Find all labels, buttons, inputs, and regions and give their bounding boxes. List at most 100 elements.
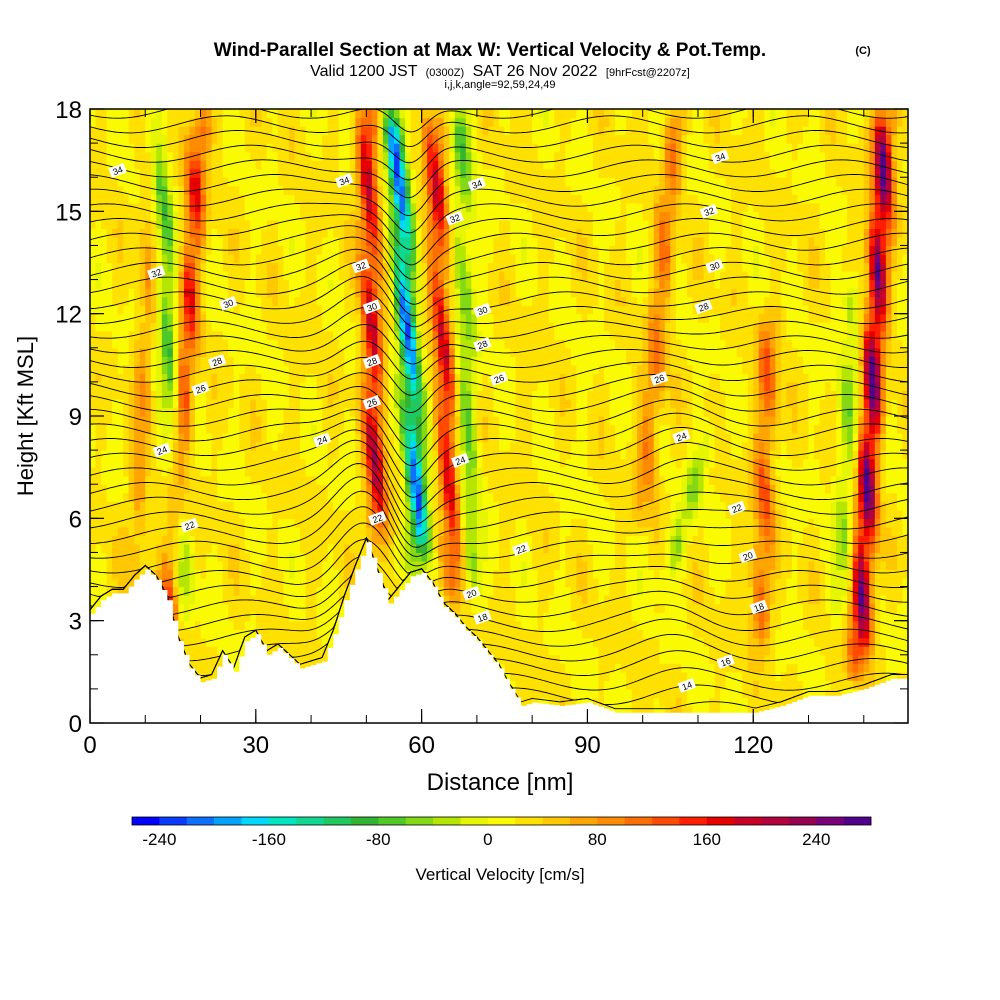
velocity-cell (399, 151, 406, 161)
velocity-cell (139, 526, 146, 536)
velocity-cell (106, 578, 113, 588)
velocity-cell (283, 143, 290, 153)
velocity-cell (465, 313, 472, 323)
velocity-cell (427, 271, 434, 281)
velocity-cell (156, 390, 163, 400)
velocity-cell (333, 253, 340, 264)
velocity-cell (311, 160, 318, 170)
velocity-cell (305, 612, 312, 622)
velocity-cell (95, 109, 102, 119)
velocity-cell (338, 390, 345, 400)
velocity-cell (156, 245, 163, 255)
velocity-cell (438, 475, 445, 485)
velocity-cell (382, 262, 390, 272)
velocity-cell (327, 271, 334, 281)
velocity-cell (172, 492, 180, 502)
velocity-cell (272, 569, 279, 579)
velocity-cell (156, 560, 163, 571)
velocity-cell (277, 109, 285, 119)
velocity-cell (145, 288, 152, 298)
velocity-cell (454, 126, 461, 136)
velocity-cell (272, 603, 279, 613)
velocity-cell (272, 526, 279, 536)
velocity-cell (261, 416, 268, 426)
chart-subtitle: Valid 1200 JST (0300Z) SAT 26 Nov 2022 [… (310, 63, 690, 80)
velocity-cell (449, 339, 456, 349)
velocity-cell (211, 407, 218, 417)
velocity-cell (266, 109, 273, 119)
velocity-cell (255, 143, 262, 153)
velocity-cell (410, 569, 417, 579)
velocity-cell (189, 143, 196, 153)
velocity-cell (200, 526, 207, 536)
velocity-cell (211, 219, 218, 229)
velocity-cell (250, 501, 257, 511)
velocity-cell (139, 219, 146, 229)
velocity-cell (300, 484, 307, 494)
velocity-cell (211, 194, 218, 204)
velocity-cell (283, 202, 290, 212)
velocity-cell (244, 194, 251, 204)
velocity-cell (128, 552, 135, 562)
velocity-cell (123, 458, 130, 468)
velocity-cell (460, 177, 467, 187)
velocity-cell (360, 313, 367, 323)
velocity-cell (443, 160, 450, 170)
velocity-cell (388, 552, 395, 562)
velocity-cell (255, 236, 262, 247)
velocity-cell (300, 236, 307, 247)
velocity-cell (90, 484, 97, 494)
velocity-cell (333, 458, 340, 468)
velocity-cell (255, 620, 262, 630)
velocity-cell (183, 637, 191, 647)
velocity-cell (217, 475, 224, 485)
velocity-cell (161, 117, 168, 127)
velocity-cell (128, 134, 135, 144)
velocity-cell (117, 543, 124, 554)
velocity-cell (217, 501, 224, 511)
velocity-cell (95, 543, 102, 554)
velocity-cell (399, 407, 406, 417)
velocity-cell (410, 117, 417, 127)
velocity-cell (427, 177, 434, 187)
velocity-cell (465, 450, 472, 460)
velocity-cell (206, 126, 213, 136)
velocity-cell (200, 543, 207, 554)
velocity-cell (377, 279, 384, 289)
velocity-cell (217, 484, 224, 494)
velocity-cell (167, 441, 174, 451)
velocity-cell (454, 347, 461, 357)
velocity-cell (128, 177, 135, 187)
velocity-cell (183, 467, 191, 477)
velocity-cell (371, 194, 379, 204)
velocity-cell (172, 424, 180, 434)
velocity-cell (233, 262, 240, 272)
velocity-cell (255, 177, 262, 187)
velocity-cell (206, 620, 213, 630)
velocity-cell (134, 151, 141, 161)
velocity-cell (217, 646, 224, 656)
velocity-cell (416, 492, 423, 502)
velocity-cell (338, 211, 345, 221)
velocity-cell (427, 126, 434, 136)
velocity-cell (454, 492, 461, 502)
velocity-cell (288, 245, 296, 255)
velocity-cell (300, 398, 307, 409)
velocity-cell (112, 126, 119, 136)
velocity-cell (294, 219, 301, 229)
velocity-cell (405, 245, 412, 255)
velocity-cell (239, 253, 246, 264)
velocity-cell (382, 288, 390, 298)
velocity-cell (261, 279, 268, 289)
velocity-cell (305, 560, 312, 571)
velocity-cell (454, 151, 461, 161)
velocity-cell (427, 305, 434, 315)
velocity-cell (172, 109, 180, 119)
velocity-cell (393, 390, 401, 400)
velocity-cell (228, 620, 235, 630)
velocity-cell (255, 356, 262, 366)
velocity-cell (405, 339, 412, 349)
velocity-cell (189, 492, 196, 502)
velocity-cell (311, 424, 318, 434)
velocity-cell (95, 501, 102, 511)
